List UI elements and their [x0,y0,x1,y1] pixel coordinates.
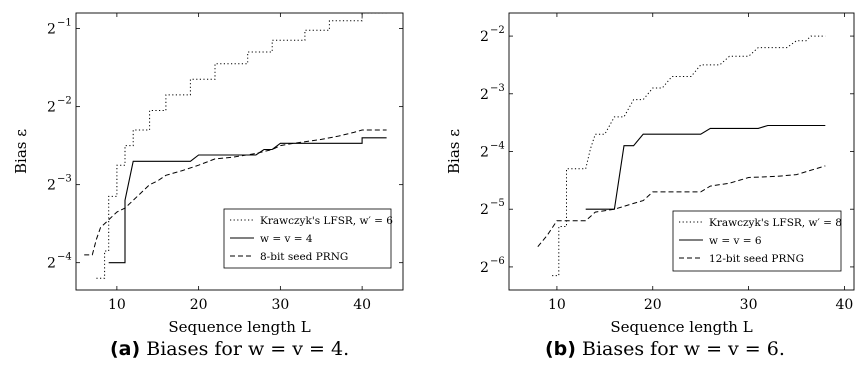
y-tick-label: 2 [480,145,489,161]
legend-box [672,210,842,272]
y-tick-exponent: −3 [490,83,505,94]
y-tick-label: 2 [480,87,489,103]
y-axis-label: Bias ε [12,129,30,174]
series-line-2 [108,137,387,264]
y-tick-exponent: −3 [57,174,72,185]
y-tick-exponent: −4 [57,252,72,263]
caption-b-tag: (b) [545,338,576,360]
caption-b: (b) Biases for w = v = 6. [545,338,785,360]
y-tick-exponent: −6 [490,256,505,267]
series-line-1 [96,13,387,279]
legend-label-2: w = v = 4 [260,233,313,245]
plot-frame [75,12,404,291]
legend-label-1: Krawczyk's LFSR, w′ = 8 [709,217,842,229]
y-tick-exponent: −2 [490,25,505,36]
caption-a-tag: (a) [110,338,141,360]
y-axis-label: Bias ε [445,129,463,174]
x-tick-label: 30 [740,297,758,313]
legend-label-3: 8-bit seed PRNG [260,251,348,263]
y-tick-label: 2 [480,29,489,45]
y-tick-label: 2 [480,260,489,276]
x-tick-label: 20 [190,297,208,313]
y-tick-exponent: −5 [490,198,505,209]
legend: Krawczyk's LFSR, w′ = 8 w = v = 6 12-bit s… [672,210,842,272]
y-tick-label: 2 [480,202,489,218]
x-axis-label: Sequence length L [168,318,310,336]
y-tick-exponent: −1 [57,18,72,29]
x-tick-label: 10 [548,297,566,313]
series-line-3 [537,165,826,248]
x-tick-label: 40 [836,297,854,313]
y-tick-label: 2 [47,100,56,116]
y-tick-exponent: −4 [490,141,505,152]
caption-b-text: Biases for w = v = 6. [582,338,785,360]
x-tick-label: 30 [271,297,289,313]
y-tick-label: 2 [47,22,56,38]
legend-label-1: Krawczyk's LFSR, w′ = 6 [260,215,393,227]
x-tick-label: 40 [353,297,371,313]
legend-label-3: 12-bit seed PRNG [709,253,804,265]
caption-a: (a) Biases for w = v = 4. [110,338,349,360]
x-tick-label: 10 [108,297,126,313]
y-tick-label: 2 [47,256,56,272]
series-line-1 [552,35,826,277]
x-axis-label: Sequence length L [610,318,752,336]
y-tick-exponent: −2 [57,96,72,107]
series-line-2 [585,124,826,210]
legend: Krawczyk's LFSR, w′ = 6 w = v = 4 8-bit se… [223,208,393,269]
series-line-3 [84,129,387,256]
x-tick-label: 20 [644,297,662,313]
caption-a-text: Biases for w = v = 4. [146,338,350,360]
legend-label-2: w = v = 6 [709,235,762,247]
y-tick-label: 2 [47,178,56,194]
